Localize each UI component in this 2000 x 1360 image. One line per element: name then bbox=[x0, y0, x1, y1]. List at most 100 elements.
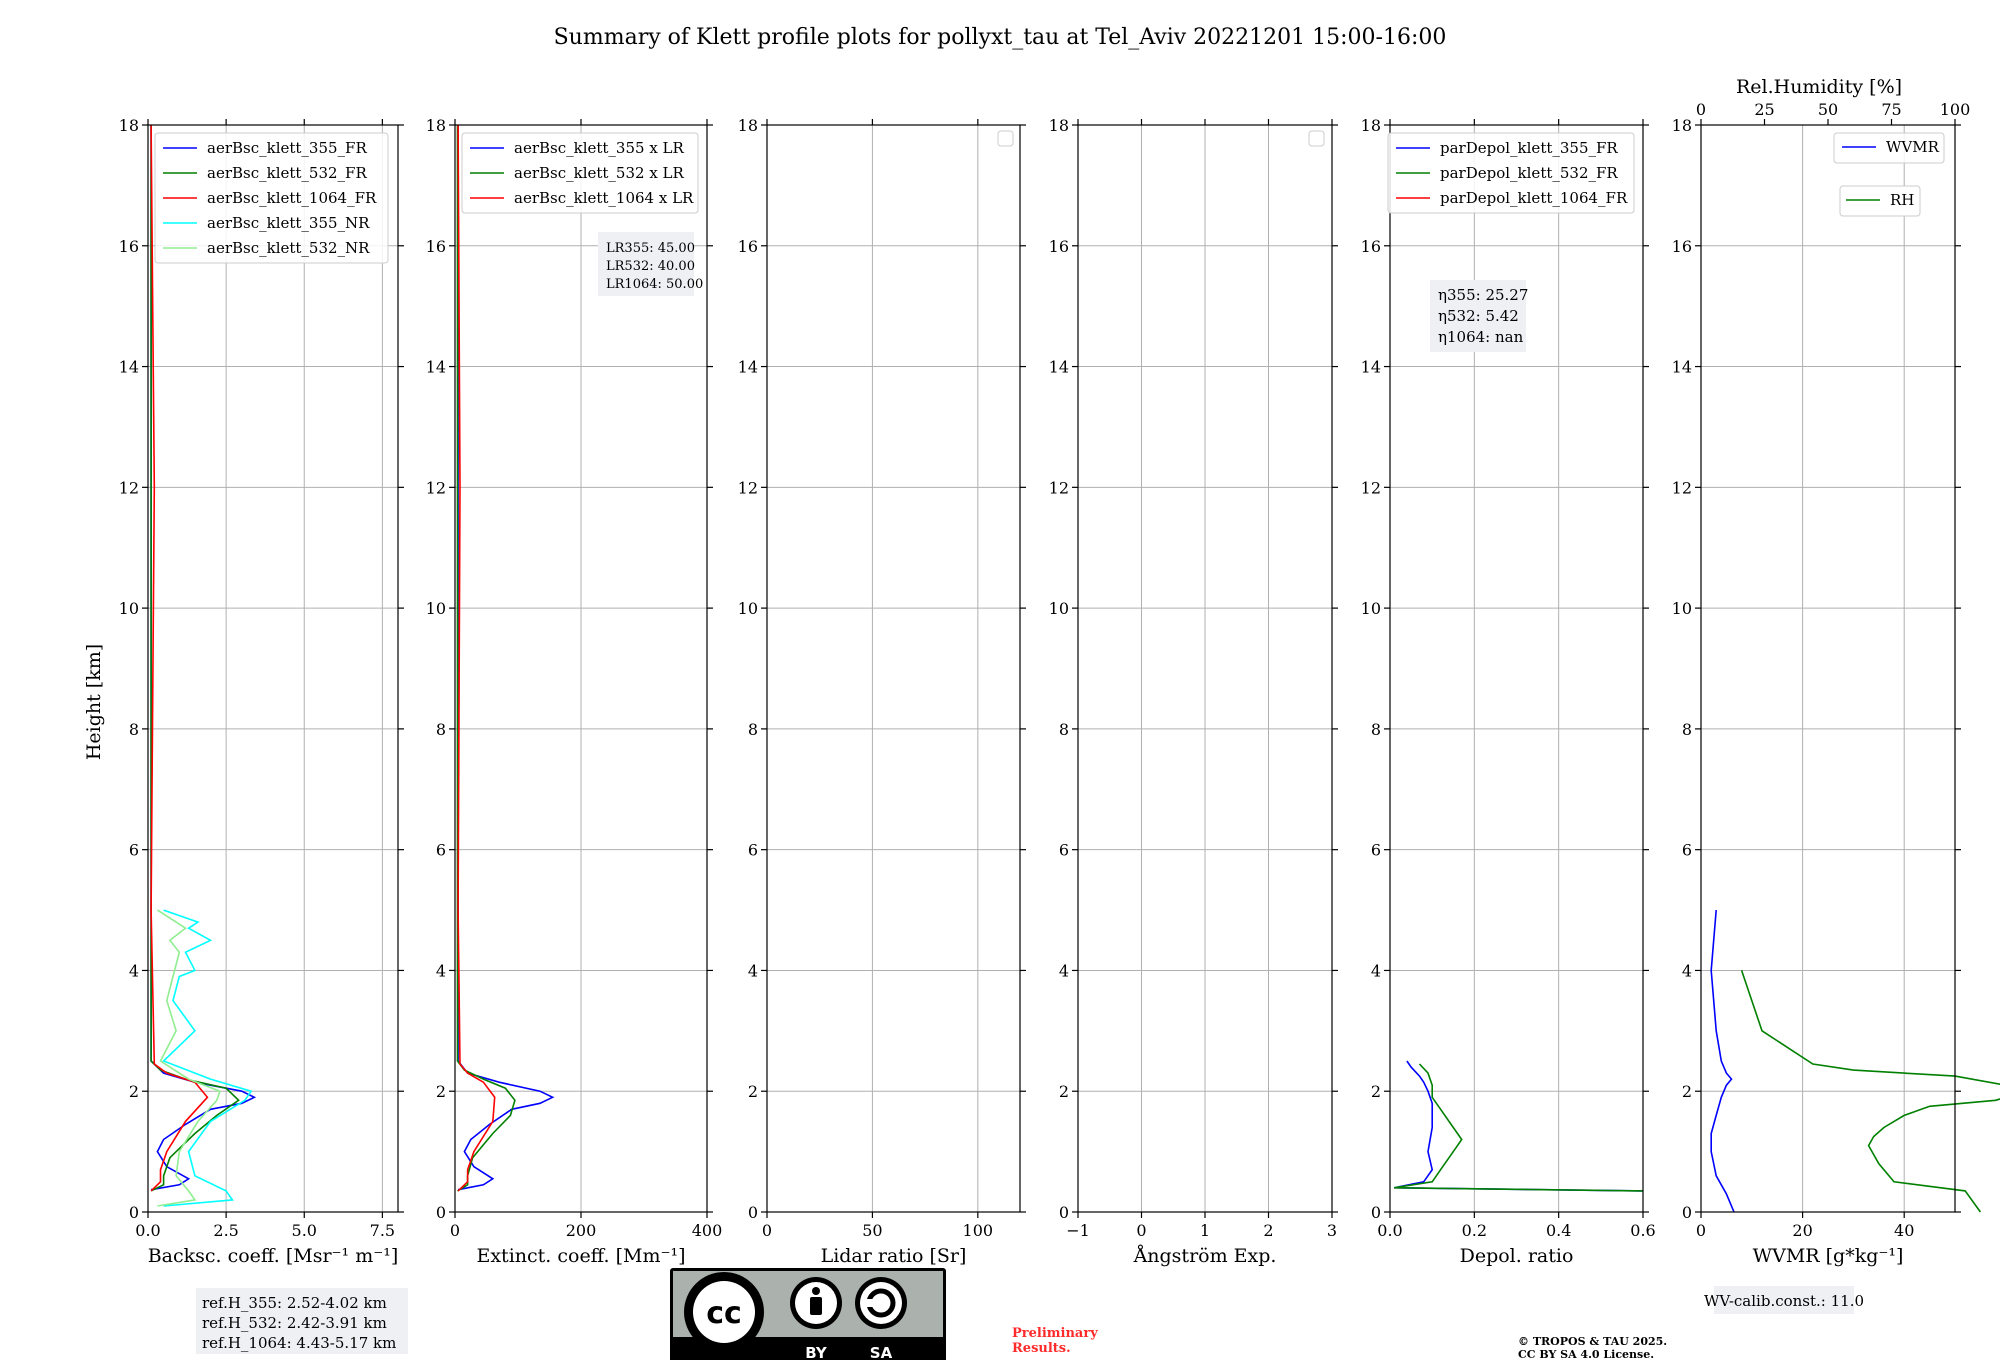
y-tick-label: 16 bbox=[1361, 237, 1381, 256]
y-tick-label: 16 bbox=[738, 237, 758, 256]
y-tick-label: 18 bbox=[426, 116, 446, 135]
backscatter-axes-frame bbox=[147, 124, 399, 1213]
lr355-text: LR355: 45.00 bbox=[606, 241, 695, 256]
ref-heights-box: ref.H_355: 2.52-4.02 km ref.H_532: 2.42-… bbox=[196, 1288, 408, 1354]
cc-license-badge: cc BY SA bbox=[670, 1268, 946, 1360]
y-tick-label: 10 bbox=[1672, 599, 1692, 618]
backscatter-legend: aerBsc_klett_355_FR aerBsc_klett_532_FRae… bbox=[154, 132, 389, 264]
x-tick-label: 1 bbox=[1200, 1221, 1210, 1240]
legend-label: parDepol_klett_532_FR bbox=[1440, 164, 1618, 182]
wvmr-rh-series bbox=[1710, 910, 2000, 1213]
legend-label: aerBsc_klett_1064 x LR bbox=[514, 189, 694, 207]
y-tick-label: 14 bbox=[1361, 358, 1381, 377]
series-line-rh bbox=[1740, 970, 2000, 1213]
y-tick-label: 2 bbox=[748, 1082, 758, 1101]
backscatter-series bbox=[150, 124, 257, 1207]
x-tick-label: 0 bbox=[1136, 1221, 1146, 1240]
y-tick-label: 4 bbox=[1059, 961, 1069, 980]
y-tick-label: 10 bbox=[1049, 599, 1069, 618]
eta532-text: η532: 5.42 bbox=[1438, 307, 1519, 325]
wv-calib-text: WV-calib.const.: 11.0 bbox=[1704, 1292, 1864, 1310]
y-tick-label: 14 bbox=[119, 358, 139, 377]
y-tick-label: 16 bbox=[426, 237, 446, 256]
backscatter-grid bbox=[147, 124, 398, 1213]
x-tick-label: −1 bbox=[1066, 1221, 1090, 1240]
y-tick-label: 14 bbox=[426, 358, 446, 377]
x-tick-label: 0 bbox=[450, 1221, 460, 1240]
x-tick-label: 7.5 bbox=[370, 1221, 395, 1240]
depol-series bbox=[1394, 1060, 1644, 1192]
x-tick-label: 2.5 bbox=[213, 1221, 238, 1240]
extinction-ticks: 0 2 4 6 8 10 12 14 16 18 0 200 400 bbox=[426, 116, 723, 1240]
y-tick-label: 14 bbox=[1672, 358, 1692, 377]
lidar-ratio-ticks: 0 2 4 6 8 10 12 14 16 18 0 50 100 bbox=[738, 116, 1026, 1240]
y-tick-label: 0 bbox=[748, 1203, 758, 1222]
x-tick-label: 20 bbox=[1792, 1221, 1812, 1240]
y-tick-label: 6 bbox=[1371, 841, 1381, 860]
series-line-pardepol-klett-355-fr bbox=[1394, 1060, 1644, 1192]
eta355-text: η355: 25.27 bbox=[1438, 286, 1528, 304]
y-tick-label: 4 bbox=[1682, 961, 1692, 980]
legend-box bbox=[461, 132, 699, 214]
x-tick-label: 2 bbox=[1263, 1221, 1273, 1240]
legend-label: parDepol_klett_355_FR bbox=[1440, 139, 1618, 157]
series-line-pardepol-klett-532-fr bbox=[1394, 1063, 1644, 1192]
panel-extinction: 0 2 4 6 8 10 12 14 16 18 0 200 400 Extinct. coeff. [… bbox=[426, 116, 723, 1267]
lidar-ratio-x-label: Lidar ratio [Sr] bbox=[821, 1245, 967, 1267]
wvmr-rh-axes-frame bbox=[1700, 124, 1956, 1213]
ref-height-355: ref.H_355: 2.52-4.02 km bbox=[202, 1294, 387, 1312]
lr1064-text: LR1064: 50.00 bbox=[606, 277, 703, 292]
lidar-ratio-legend bbox=[997, 130, 1014, 147]
x-tick-label: 40 bbox=[1894, 1221, 1914, 1240]
ref-height-532: ref.H_532: 2.42-3.91 km bbox=[202, 1314, 387, 1332]
series-line-wvmr bbox=[1710, 910, 1735, 1213]
x-tick-label: 0.0 bbox=[1377, 1221, 1402, 1240]
y-tick-label: 10 bbox=[738, 599, 758, 618]
legend-label: aerBsc_klett_355_NR bbox=[207, 214, 370, 232]
panel-backscatter: 0 2 4 6 8 10 12 14 16 18 0.0 2.5 5.0 7.5 Backsc. coef… bbox=[119, 116, 404, 1267]
angstrom-x-label: Ångström Exp. bbox=[1133, 1245, 1277, 1267]
cc-logo-text: cc bbox=[706, 1296, 742, 1331]
wvmr-rh-grid bbox=[1700, 124, 1955, 1213]
y-tick-label: 4 bbox=[436, 961, 446, 980]
x-tick-label: 0 bbox=[1696, 1221, 1706, 1240]
top-x-tick-label: 75 bbox=[1881, 100, 1901, 119]
top-x-tick-label: 100 bbox=[1940, 100, 1971, 119]
x-tick-label: 100 bbox=[963, 1221, 994, 1240]
by-label: BY bbox=[805, 1344, 828, 1360]
y-tick-label: 12 bbox=[1361, 478, 1381, 497]
x-tick-label: 0.4 bbox=[1546, 1221, 1571, 1240]
top-x-tick-label: 0 bbox=[1696, 100, 1706, 119]
preliminary-line-2: Results. bbox=[1012, 1341, 1071, 1356]
y-tick-label: 18 bbox=[1049, 116, 1069, 135]
legend-label: RH bbox=[1890, 191, 1914, 209]
legend-label: WVMR bbox=[1886, 138, 1940, 156]
x-tick-label: 200 bbox=[566, 1221, 597, 1240]
eta1064-text: η1064: nan bbox=[1438, 328, 1524, 346]
y-tick-label: 12 bbox=[738, 478, 758, 497]
top-x-tick-label: 50 bbox=[1818, 100, 1838, 119]
series-line-aerbsc-klett-355-fr bbox=[150, 125, 257, 1191]
wvmr-rh-legend: WVMR RH bbox=[1833, 132, 1945, 217]
y-tick-label: 8 bbox=[1682, 720, 1692, 739]
extinction-series bbox=[456, 124, 555, 1192]
y-tick-label: 6 bbox=[1059, 841, 1069, 860]
y-axis-label: Height [km] bbox=[83, 644, 105, 760]
series-line-aerbsc-klett-532-x-lr bbox=[456, 125, 516, 1192]
x-tick-label: 0.0 bbox=[135, 1221, 160, 1240]
legend-box bbox=[154, 132, 389, 264]
panel-depol: 0 2 4 6 8 10 12 14 16 18 0.0 0.2 0.4 0.6 Depol. ratio… bbox=[1361, 116, 1656, 1267]
y-tick-label: 0 bbox=[1371, 1203, 1381, 1222]
series-line-aerbsc-klett-532-fr bbox=[150, 125, 240, 1192]
y-tick-label: 2 bbox=[1059, 1082, 1069, 1101]
y-tick-label: 10 bbox=[426, 599, 446, 618]
legend-label: aerBsc_klett_355 x LR bbox=[514, 139, 685, 157]
y-tick-label: 4 bbox=[1371, 961, 1381, 980]
y-tick-label: 16 bbox=[119, 237, 139, 256]
wv-calib-box: WV-calib.const.: 11.0 bbox=[1704, 1286, 1864, 1314]
y-tick-label: 6 bbox=[129, 841, 139, 860]
y-tick-label: 12 bbox=[119, 478, 139, 497]
legend-label: aerBsc_klett_355_FR bbox=[207, 139, 367, 157]
y-tick-label: 6 bbox=[436, 841, 446, 860]
